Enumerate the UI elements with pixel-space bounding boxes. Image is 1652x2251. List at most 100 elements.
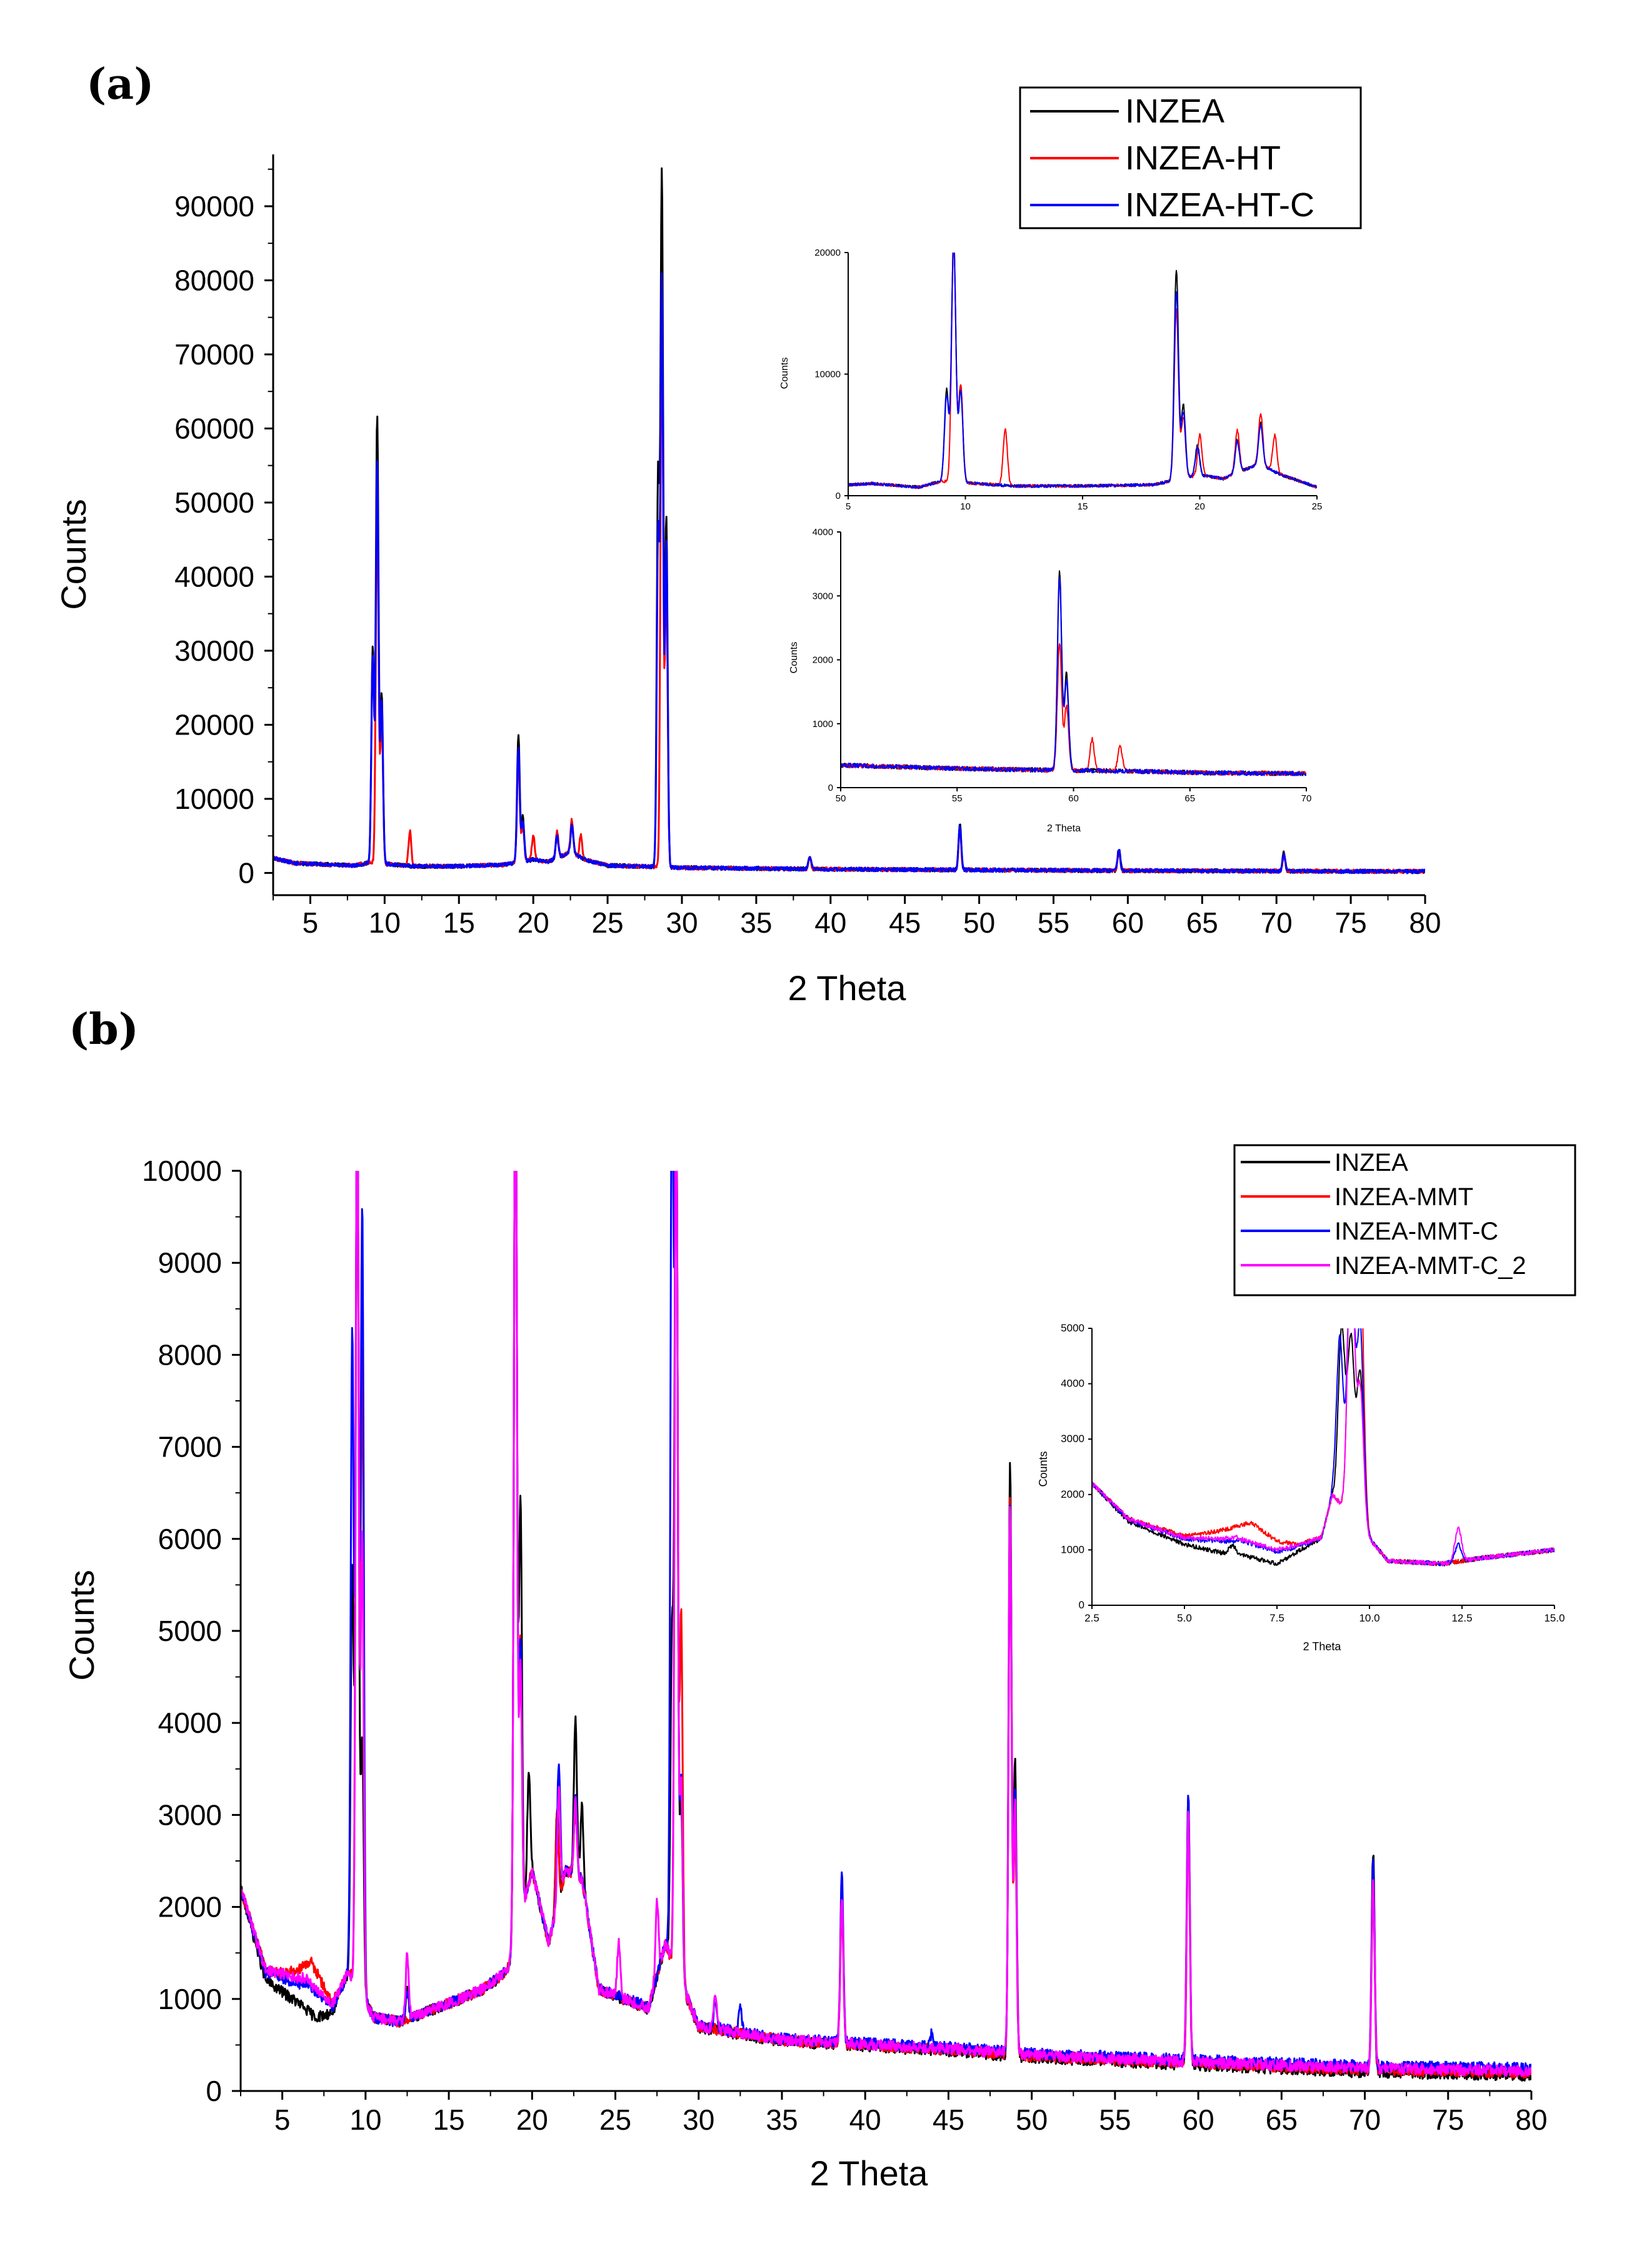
a-main-x-tick-label: 75: [1335, 906, 1367, 939]
a-inset-1-x-tick-label: 15: [1078, 501, 1088, 512]
b-inset-x-tick-label: 15.0: [1544, 1612, 1564, 1624]
legend-a-label-inzea-ht-c: INZEA-HT-C: [1125, 186, 1314, 224]
b-main-x-tick-label: 60: [1183, 2103, 1214, 2136]
b-inset-x-tick-label: 12.5: [1451, 1612, 1472, 1624]
b-main-x-tick-label: 10: [349, 2103, 381, 2136]
a-main-x-tick-label: 20: [518, 906, 549, 939]
b-main-x-tick-label: 25: [599, 2103, 631, 2136]
b-main-y-tick-label: 5000: [158, 1615, 222, 1647]
b-inset-series-inzea-mmt-c_2: [1092, 1328, 1554, 1567]
a-inset-2-x-tick-label: 70: [1301, 793, 1312, 804]
b-main-x-tick-label: 35: [766, 2103, 798, 2136]
a-main-x-tick-label: 30: [666, 906, 698, 939]
b-main-x-tick-label: 70: [1349, 2103, 1381, 2136]
b-main-x-tick-label: 20: [516, 2103, 548, 2136]
b-main-y-tick-label: 0: [206, 2075, 222, 2107]
b-main-x-tick-label: 15: [433, 2103, 464, 2136]
b-inset-y-axis-title: Counts: [1037, 1451, 1049, 1486]
a-inset-1-background: [847, 251, 1318, 497]
b-main-y-tick-label: 4000: [158, 1707, 222, 1739]
b-main-y-tick-label: 8000: [158, 1338, 222, 1371]
a-main-x-tick-label: 60: [1112, 906, 1144, 939]
a-main-y-tick-label: 30000: [174, 634, 254, 667]
a-main-x-tick-label: 45: [889, 906, 921, 939]
b-main-y-tick-label: 10000: [142, 1155, 222, 1187]
a-main-x-axis-title: 2 Theta: [788, 968, 907, 1008]
a-main-y-tick-label: 40000: [174, 560, 254, 593]
b-main-y-tick-label: 6000: [158, 1523, 222, 1555]
b-main-y-tick-label: 1000: [158, 1983, 222, 2015]
a-inset-2-y-tick-label: 1000: [813, 719, 833, 729]
a-inset-2-x-tick-label: 55: [952, 793, 963, 804]
a-inset-2-y-tick-label: 4000: [813, 527, 833, 538]
a-main-y-tick-label: 60000: [174, 412, 254, 444]
b-inset-background: [1091, 1327, 1556, 1607]
a-inset-1-series-inzea-ht-c: [848, 253, 1317, 489]
a-inset-1-x-tick-label: 10: [960, 501, 971, 512]
a-main-series-inzea-ht-c: [273, 272, 1425, 875]
a-main-y-tick-label: 80000: [174, 264, 254, 296]
b-inset-y-tick-label: 4000: [1061, 1378, 1084, 1390]
b-inset-y-tick-label: 0: [1079, 1599, 1084, 1611]
a-inset-2-x-tick-label: 60: [1068, 793, 1079, 804]
b-main-x-tick-label: 75: [1432, 2103, 1464, 2136]
a-inset-2-x-axis-title: 2 Theta: [1047, 823, 1081, 834]
b-inset-y-tick-label: 1000: [1061, 1543, 1084, 1555]
a-main-x-tick-label: 35: [740, 906, 772, 939]
a-inset-1-y-tick-label: 10000: [814, 369, 841, 380]
b-main-x-tick-label: 40: [849, 2103, 881, 2136]
a-inset-1-x-tick-label: 20: [1194, 501, 1205, 512]
legend-b: INZEA INZEA-MMT INZEA-MMT-C INZEA-MMT-C_…: [1233, 1144, 1576, 1296]
chart-b-main: 5 10 15 20 25 30 35 40 45 50 55 60 65 70 75 80 0 1000 2000…: [62, 1155, 1548, 2193]
b-inset-x-tick-label: 10.0: [1359, 1612, 1379, 1624]
a-inset-1-x-tick-label: 5: [846, 501, 851, 512]
a-main-y-tick-label: 20000: [174, 708, 254, 741]
b-inset-x-tick-label: 2.5: [1084, 1612, 1099, 1624]
a-main-x-tick-label: 40: [814, 906, 846, 939]
a-inset-2-background: [839, 531, 1308, 789]
a-main-x-tick-label: 25: [591, 906, 623, 939]
legend-b-box: [1233, 1144, 1576, 1296]
b-main-series-inzea-mmt-c_2: [241, 1171, 1531, 2077]
b-inset-y-tick-label: 5000: [1061, 1322, 1084, 1334]
a-main-y-tick-label: 50000: [174, 486, 254, 519]
a-inset-2-y-tick-label: 0: [828, 783, 833, 793]
a-main-y-tick-label: 0: [238, 856, 254, 889]
b-inset-y-tick-label: 3000: [1061, 1433, 1084, 1445]
legend-a-label-inzea-ht: INZEA-HT: [1125, 139, 1281, 177]
a-inset-2-series-inzea-ht-c: [841, 577, 1306, 776]
b-main-x-tick-label: 30: [683, 2103, 714, 2136]
b-main-x-tick-label: 50: [1016, 2103, 1048, 2136]
a-inset-2-y-tick-label: 3000: [813, 591, 833, 601]
panel-label-b: (b): [69, 1005, 139, 1055]
legend-b-label-inzea: INZEA: [1334, 1149, 1408, 1176]
b-main-x-tick-label: 45: [933, 2103, 964, 2136]
chart-b-inset: 2.5 5.0 7.5 10.0 12.5 15.0 0 1000 2000 3000 4000 50…: [1037, 1322, 1565, 1653]
a-inset-2-y-axis-title: Counts: [789, 642, 799, 674]
a-inset-1-y-tick-label: 0: [836, 491, 841, 501]
a-inset-2-x-tick-label: 65: [1184, 793, 1195, 804]
b-inset-x-tick-label: 5.0: [1177, 1612, 1192, 1624]
b-main-x-tick-label: 65: [1266, 2103, 1298, 2136]
panel-label-a: (a): [86, 59, 154, 109]
b-inset-x-axis-title: 2 Theta: [1303, 1640, 1342, 1653]
a-main-x-tick-label: 5: [303, 906, 319, 939]
a-inset-1-y-tick-label: 20000: [814, 248, 841, 258]
chart-a-main: 5 10 15 20 25 30 35 40 45 50 55 60 65 70 75 80010000200…: [54, 154, 1441, 1008]
a-main-x-tick-label: 10: [369, 906, 401, 939]
legend-a: INZEA INZEA-HT INZEA-HT-C: [1019, 86, 1362, 229]
a-main-x-tick-label: 50: [963, 906, 995, 939]
a-main-x-tick-label: 80: [1409, 906, 1441, 939]
b-main-x-tick-label: 5: [274, 2103, 291, 2136]
legend-b-label-inzea-mmt: INZEA-MMT: [1334, 1183, 1473, 1211]
b-main-y-axis-title: Counts: [62, 1570, 101, 1680]
b-inset-y-tick-label: 2000: [1061, 1488, 1084, 1500]
legend-a-label-inzea: INZEA: [1125, 93, 1224, 130]
b-main-y-tick-label: 7000: [158, 1431, 222, 1463]
b-main-x-tick-label: 80: [1515, 2103, 1547, 2136]
a-main-y-tick-label: 10000: [174, 783, 254, 815]
b-main-y-tick-label: 2000: [158, 1891, 222, 1923]
a-main-x-tick-label: 15: [443, 906, 475, 939]
b-main-x-tick-label: 55: [1099, 2103, 1131, 2136]
